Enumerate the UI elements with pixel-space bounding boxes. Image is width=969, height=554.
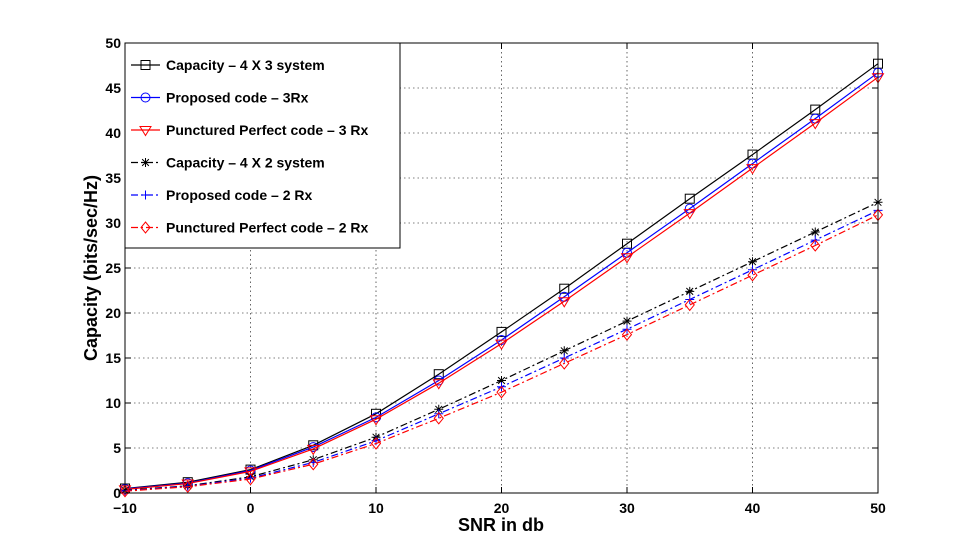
data-point xyxy=(308,457,319,471)
legend-marker xyxy=(141,190,150,200)
legend-marker xyxy=(139,126,152,137)
data-point xyxy=(119,484,131,498)
data-point xyxy=(433,412,444,425)
y-tick-label: 15 xyxy=(105,350,121,366)
data-point xyxy=(496,326,507,337)
y-tick-label: 50 xyxy=(105,35,121,51)
y-tick-label: 25 xyxy=(105,260,121,276)
series-line xyxy=(124,214,879,492)
data-point xyxy=(747,268,758,282)
legend: Capacity – 4 X 3 system Proposed code – 3… xyxy=(124,42,401,249)
x-tick-label: 10 xyxy=(368,500,384,516)
legend-box xyxy=(124,42,401,249)
legend-entry: Punctured Perfect code – 2 Rx xyxy=(131,220,369,236)
legend-entry: Capacity – 4 X 3 system xyxy=(131,57,325,73)
legend-marker xyxy=(141,158,150,167)
legend-label: Proposed code – 2 Rx xyxy=(166,187,312,203)
x-tick-label: 30 xyxy=(619,500,635,516)
y-tick-label: 10 xyxy=(105,395,121,411)
x-tick-label: −10 xyxy=(113,500,137,516)
x-tick-labels: −10 0 10 20 30 40 50 xyxy=(113,500,886,516)
data-point xyxy=(684,193,695,204)
series-6 xyxy=(119,208,884,498)
data-point xyxy=(685,286,695,296)
legend-entry: Punctured Perfect code – 3 Rx xyxy=(131,122,369,138)
legend-label: Proposed code – 3Rx xyxy=(166,90,309,106)
data-point xyxy=(557,297,571,308)
data-point xyxy=(810,227,820,237)
data-point xyxy=(371,408,381,419)
series-5 xyxy=(120,205,883,496)
x-tick-label: 40 xyxy=(745,500,761,516)
legend-label: Capacity – 4 X 3 system xyxy=(166,57,325,73)
data-point xyxy=(559,283,570,294)
data-point xyxy=(496,385,507,399)
series-group xyxy=(118,58,885,498)
y-tick-label: 35 xyxy=(105,170,121,186)
legend-entry: Proposed code – 2 Rx xyxy=(131,187,312,203)
y-tick-label: 45 xyxy=(105,80,121,96)
data-point xyxy=(497,376,506,385)
y-axis-label: Capacity (bits/sec/Hz) xyxy=(81,175,101,361)
data-point xyxy=(683,209,697,220)
legend-marker xyxy=(140,221,151,234)
legend-entry: Capacity – 4 X 2 system xyxy=(131,155,325,171)
data-point xyxy=(810,239,821,252)
data-point xyxy=(182,480,193,493)
data-point xyxy=(495,339,508,351)
data-point xyxy=(746,164,759,175)
legend-marker xyxy=(140,92,151,103)
legend-entry: Proposed code – 3Rx xyxy=(131,90,309,106)
data-point xyxy=(620,253,634,264)
data-point xyxy=(434,409,444,419)
x-tick-label: 0 xyxy=(247,500,255,516)
legend-label: Capacity – 4 X 2 system xyxy=(166,155,325,171)
x-tick-label: 20 xyxy=(494,500,510,516)
y-tick-labels: 0 5 10 15 20 25 30 35 40 45 50 xyxy=(105,35,121,501)
data-point xyxy=(432,379,446,390)
x-axis-label: SNR in db xyxy=(458,515,544,535)
y-tick-label: 0 xyxy=(113,485,121,501)
data-point xyxy=(748,257,757,267)
data-point xyxy=(808,119,822,130)
data-point xyxy=(433,369,444,380)
data-point xyxy=(245,472,256,486)
y-tick-label: 5 xyxy=(113,440,121,456)
data-point xyxy=(684,298,695,312)
data-point xyxy=(306,444,320,456)
x-tick-label: 50 xyxy=(870,500,886,516)
data-point xyxy=(369,415,383,426)
data-point xyxy=(621,328,633,341)
data-point xyxy=(370,437,382,450)
data-point xyxy=(559,346,569,356)
data-point xyxy=(559,357,570,370)
y-tick-label: 40 xyxy=(105,125,121,141)
data-point xyxy=(246,473,255,483)
y-tick-label: 20 xyxy=(105,305,121,321)
data-point xyxy=(622,316,632,326)
data-point xyxy=(244,467,257,478)
y-tick-label: 30 xyxy=(105,215,121,231)
legend-marker xyxy=(140,60,151,70)
legend-label: Punctured Perfect code – 2 Rx xyxy=(166,220,369,236)
series-line xyxy=(124,76,879,490)
series-line xyxy=(124,63,879,490)
legend-label: Punctured Perfect code – 3 Rx xyxy=(166,122,369,138)
